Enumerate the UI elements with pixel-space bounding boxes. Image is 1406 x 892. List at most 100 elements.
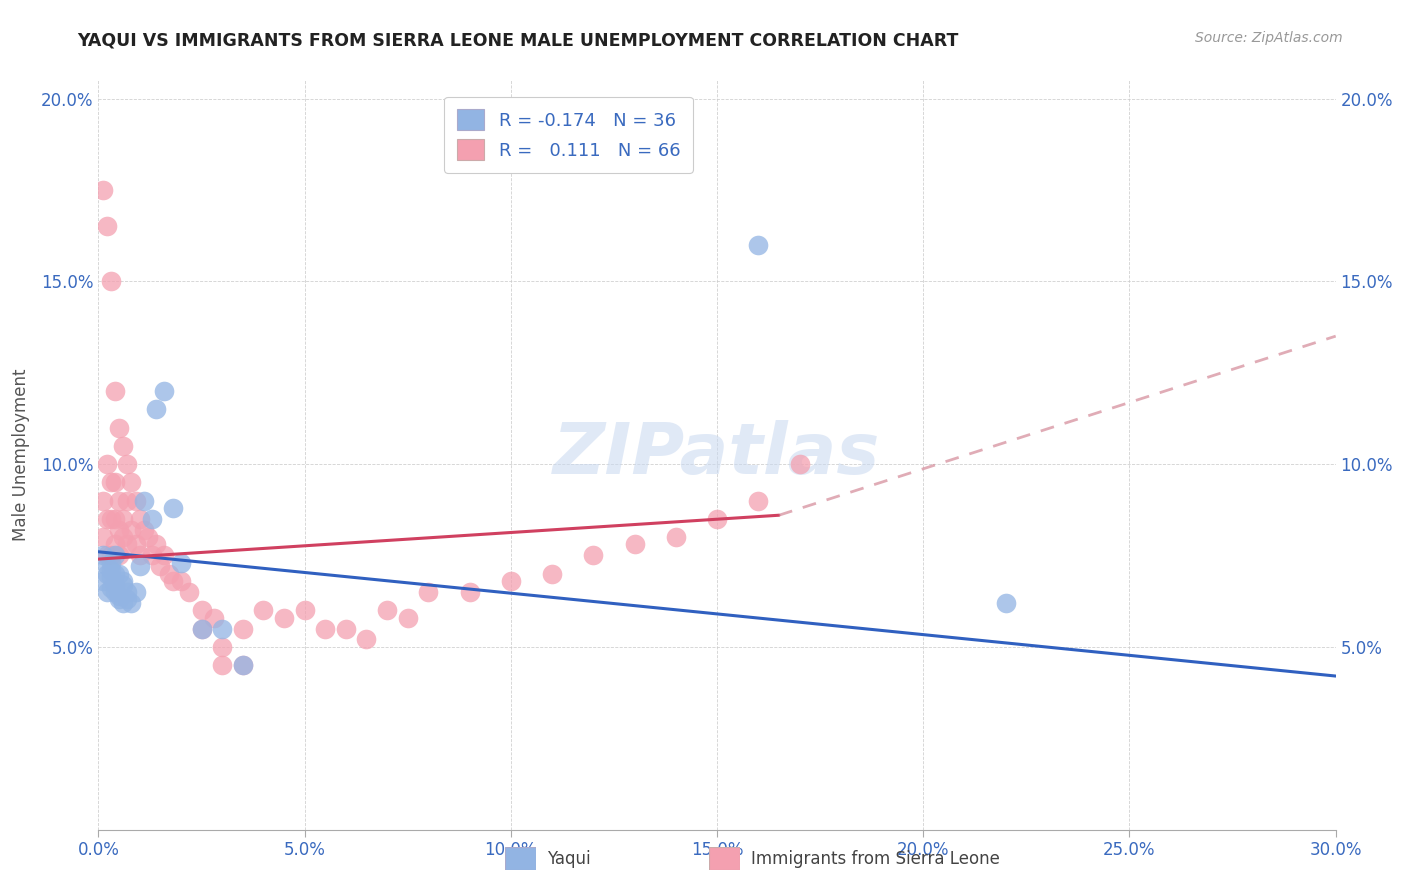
Text: ZIPatlas: ZIPatlas [554,420,880,490]
Point [252,603,274,617]
Point [157,566,180,581]
Point [665,530,688,544]
Point [96,559,118,574]
Point [100,549,122,563]
Point [112,596,135,610]
Point [141,549,163,563]
Point [104,512,127,526]
Point [458,585,481,599]
Point [112,530,135,544]
Point [314,622,336,636]
Point [91,493,114,508]
Point [96,585,118,599]
Point [623,537,645,551]
Point [179,585,201,599]
Y-axis label: Male Unemployment: Male Unemployment [11,368,30,541]
Point [104,549,127,563]
Point [100,563,122,577]
Point [96,457,118,471]
Point [108,420,131,434]
Point [120,475,142,490]
Point [294,603,316,617]
Point [91,183,114,197]
Point [112,577,135,591]
Point [153,549,176,563]
Point [141,512,163,526]
Point [153,384,176,398]
Point [356,632,378,647]
Point [132,523,155,537]
Point [499,574,522,588]
Legend: R = -0.174   N = 36, R =   0.111   N = 66: R = -0.174 N = 36, R = 0.111 N = 66 [444,97,693,173]
Point [582,549,605,563]
Point [145,402,167,417]
Point [162,574,184,588]
Text: Source: ZipAtlas.com: Source: ZipAtlas.com [1195,31,1343,45]
Point [132,493,155,508]
Point [211,658,233,673]
Point [100,556,122,570]
Point [162,500,184,515]
Point [117,457,139,471]
Point [96,566,118,581]
Point [108,549,131,563]
Point [170,574,193,588]
Point [211,640,233,654]
Point [104,475,127,490]
Point [190,603,212,617]
Point [747,493,769,508]
Point [375,603,398,617]
Point [124,585,146,599]
Point [117,585,139,599]
Point [100,570,122,584]
Point [91,574,114,588]
Point [120,523,142,537]
Point [104,577,127,591]
Point [211,622,233,636]
Point [145,537,167,551]
Point [100,582,122,596]
Point [706,512,728,526]
Point [149,559,172,574]
Point [335,622,357,636]
Point [541,566,564,581]
Point [128,549,150,563]
Point [100,274,122,288]
Point [117,493,139,508]
Point [91,549,114,563]
Point [117,537,139,551]
Point [418,585,440,599]
Point [112,439,135,453]
Point [104,585,127,599]
Point [112,512,135,526]
Point [108,589,131,603]
Point [120,596,142,610]
Text: YAQUI VS IMMIGRANTS FROM SIERRA LEONE MALE UNEMPLOYMENT CORRELATION CHART: YAQUI VS IMMIGRANTS FROM SIERRA LEONE MA… [77,31,959,49]
Point [100,512,122,526]
Point [232,658,254,673]
Point [108,566,131,581]
Point [190,622,212,636]
Point [100,475,122,490]
Point [96,512,118,526]
Point [232,658,254,673]
Point [91,530,114,544]
Point [108,592,131,607]
Point [396,610,419,624]
Point [117,592,139,607]
Point [96,549,118,563]
Point [136,530,159,544]
Point [124,537,146,551]
Point [124,493,146,508]
Point [104,537,127,551]
Point [128,512,150,526]
Point [108,493,131,508]
Point [108,523,131,537]
Point [747,237,769,252]
Point [96,219,118,234]
Point [112,574,135,588]
Point [273,610,295,624]
Point [128,559,150,574]
Point [170,556,193,570]
Text: Immigrants from Sierra Leone: Immigrants from Sierra Leone [751,849,1000,868]
